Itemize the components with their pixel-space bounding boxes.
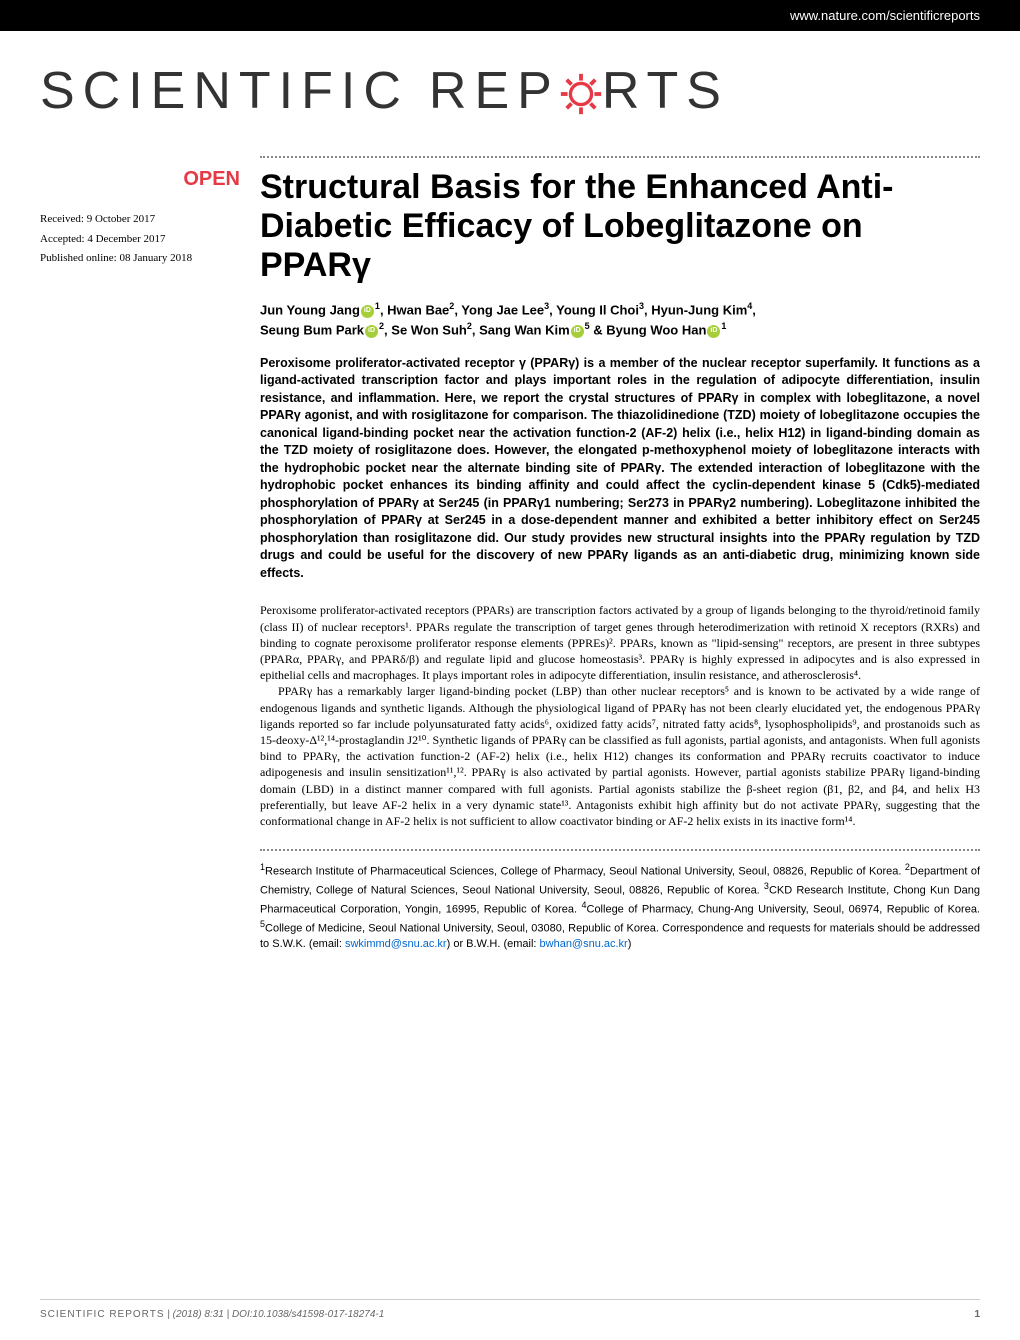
- publication-dates: Received: 9 October 2017 Accepted: 4 Dec…: [40, 211, 240, 268]
- gear-icon: [557, 61, 605, 121]
- received-date: Received: 9 October 2017: [40, 211, 240, 229]
- author-7: , Se Won Suh: [384, 322, 467, 337]
- authors-list: Jun Young Jang1, Hwan Bae2, Yong Jae Lee…: [260, 300, 980, 340]
- abstract: Peroxisome proliferator-activated recept…: [260, 355, 980, 583]
- aff-text-1: Research Institute of Pharmaceutical Sci…: [265, 866, 905, 878]
- email-link-2[interactable]: bwhan@snu.ac.kr: [540, 938, 628, 950]
- divider: [260, 156, 980, 158]
- citation-details: | (2018) 8:31 | DOI:10.1038/s41598-017-1…: [165, 1309, 385, 1320]
- aff-text-6: ) or B.W.H. (email:: [447, 938, 540, 950]
- affiliation-sup: 4: [747, 301, 752, 311]
- author-6: Seung Bum Park: [260, 322, 364, 337]
- author-4: , Young Il Choi: [549, 303, 639, 318]
- article-title: Structural Basis for the Enhanced Anti-D…: [260, 168, 980, 285]
- author-5: , Hyun-Jung Kim: [644, 303, 747, 318]
- open-access-badge: OPEN: [40, 168, 240, 191]
- orcid-icon[interactable]: [365, 325, 378, 338]
- logo-section: SCIENTIFIC REP RTS: [0, 31, 1020, 141]
- citation: SCIENTIFIC REPORTS | (2018) 8:31 | DOI:1…: [40, 1309, 384, 1320]
- author-8: , Sang Wan Kim: [472, 322, 570, 337]
- content: OPEN Received: 9 October 2017 Accepted: …: [0, 168, 1020, 829]
- published-date: Published online: 08 January 2018: [40, 250, 240, 268]
- logo-text-2: REP: [429, 61, 560, 121]
- body-text: Peroxisome proliferator-activated recept…: [260, 602, 980, 829]
- orcid-icon[interactable]: [707, 325, 720, 338]
- aff-text-7: ): [628, 938, 632, 950]
- paragraph-2: PPARγ has a remarkably larger ligand-bin…: [260, 683, 980, 829]
- left-column: OPEN Received: 9 October 2017 Accepted: …: [40, 168, 260, 829]
- paragraph-1: Peroxisome proliferator-activated recept…: [260, 602, 980, 683]
- author-2: , Hwan Bae: [380, 303, 449, 318]
- aff-text-4: College of Pharmacy, Chung-Ang Universit…: [587, 904, 981, 916]
- footer: SCIENTIFIC REPORTS | (2018) 8:31 | DOI:1…: [0, 1299, 1020, 1340]
- orcid-icon[interactable]: [361, 305, 374, 318]
- orcid-icon[interactable]: [571, 325, 584, 338]
- main-column: Structural Basis for the Enhanced Anti-D…: [260, 168, 980, 829]
- logo-text-1: SCIENTIFIC: [40, 61, 409, 121]
- journal-url[interactable]: www.nature.com/scientificreports: [790, 8, 980, 23]
- journal-logo: SCIENTIFIC REP RTS: [40, 61, 980, 121]
- author-3: , Yong Jae Lee: [454, 303, 544, 318]
- affiliation-sup: 1: [721, 321, 726, 331]
- affiliations: 1Research Institute of Pharmaceutical Sc…: [0, 861, 1020, 953]
- accepted-date: Accepted: 4 December 2017: [40, 231, 240, 249]
- page-number: 1: [974, 1309, 980, 1320]
- email-link-1[interactable]: swkimmd@snu.ac.kr: [345, 938, 447, 950]
- journal-name: SCIENTIFIC REPORTS: [40, 1309, 165, 1320]
- author-1: Jun Young Jang: [260, 303, 360, 318]
- journal-header: www.nature.com/scientificreports: [0, 0, 1020, 31]
- author-9: & Byung Woo Han: [590, 322, 707, 337]
- logo-text-3: RTS: [602, 61, 729, 121]
- affiliations-divider: [260, 849, 980, 851]
